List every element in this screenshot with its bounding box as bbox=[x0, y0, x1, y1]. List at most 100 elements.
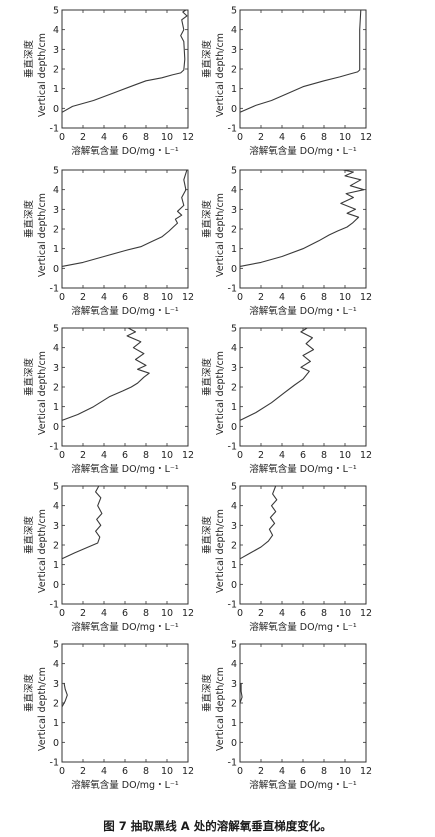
x-tick-label: 4 bbox=[101, 132, 107, 143]
x-tick-label: 2 bbox=[258, 292, 264, 303]
do-profile-line bbox=[239, 169, 365, 267]
y-axis-label-cn: 垂直深度 bbox=[23, 200, 35, 239]
plot-frame bbox=[239, 327, 367, 447]
y-axis-label-en: Vertical depth/cm bbox=[37, 509, 48, 593]
x-tick-label: 8 bbox=[143, 608, 149, 619]
y-tick-label: 1 bbox=[231, 560, 237, 571]
y-tick-label: -1 bbox=[228, 600, 237, 611]
x-tick-label: 6 bbox=[300, 132, 306, 143]
x-tick-label: 6 bbox=[122, 292, 128, 303]
y-tick-label: 3 bbox=[231, 205, 237, 216]
y-tick-label: 5 bbox=[53, 482, 59, 493]
x-tick-label: 10 bbox=[339, 292, 351, 303]
x-tick-label: 12 bbox=[182, 292, 194, 303]
figure-caption: 图 7 抽取黑线 A 处的溶解氧垂直梯度变化。 bbox=[103, 819, 332, 833]
y-axis-label-en: Vertical depth/cm bbox=[37, 33, 48, 117]
y-tick-label: -1 bbox=[228, 442, 237, 453]
y-tick-label: 4 bbox=[231, 343, 237, 354]
y-tick-label: 3 bbox=[53, 363, 59, 374]
x-tick-label: 8 bbox=[321, 132, 327, 143]
x-tick-label: 6 bbox=[300, 608, 306, 619]
x-tick-label: 0 bbox=[59, 450, 65, 461]
y-tick-label: 3 bbox=[231, 679, 237, 690]
x-tick-label: 10 bbox=[161, 608, 173, 619]
y-tick-label: -1 bbox=[50, 600, 59, 611]
y-tick-label: 1 bbox=[231, 244, 237, 255]
x-tick-label: 4 bbox=[279, 608, 285, 619]
x-tick-label: 4 bbox=[101, 450, 107, 461]
do-profile-line bbox=[61, 485, 103, 560]
y-tick-label: 5 bbox=[53, 166, 59, 177]
y-tick-label: 3 bbox=[231, 363, 237, 374]
x-axis-label: 溶解氧含量 DO/mg・L⁻¹ bbox=[71, 779, 179, 791]
x-tick-label: 10 bbox=[339, 132, 351, 143]
y-axis-label-cn: 垂直深度 bbox=[201, 40, 213, 79]
x-tick-label: 12 bbox=[360, 608, 372, 619]
x-tick-label: 8 bbox=[143, 292, 149, 303]
y-tick-label: 3 bbox=[231, 521, 237, 532]
x-tick-label: 4 bbox=[101, 766, 107, 777]
x-tick-label: 4 bbox=[279, 292, 285, 303]
y-tick-label: 3 bbox=[53, 521, 59, 532]
y-tick-label: 0 bbox=[53, 422, 59, 433]
y-tick-label: 5 bbox=[53, 6, 59, 17]
x-tick-label: 8 bbox=[321, 292, 327, 303]
y-axis-label-en: Vertical depth/cm bbox=[215, 351, 226, 435]
y-axis-label-en: Vertical depth/cm bbox=[215, 667, 226, 751]
y-tick-label: -1 bbox=[50, 442, 59, 453]
plot-frame bbox=[61, 169, 189, 289]
x-tick-label: 4 bbox=[101, 292, 107, 303]
y-tick-label: 5 bbox=[53, 640, 59, 651]
y-tick-label: 4 bbox=[53, 659, 59, 670]
x-tick-label: 6 bbox=[300, 450, 306, 461]
y-tick-label: 5 bbox=[231, 6, 237, 17]
y-axis-label-en: Vertical depth/cm bbox=[37, 193, 48, 277]
do-profile-line bbox=[61, 169, 188, 267]
y-tick-label: -1 bbox=[228, 758, 237, 769]
do-profile-line bbox=[239, 485, 278, 560]
y-tick-label: 5 bbox=[231, 324, 237, 335]
y-tick-label: 4 bbox=[231, 25, 237, 36]
x-tick-label: 2 bbox=[80, 292, 86, 303]
y-tick-label: 4 bbox=[53, 343, 59, 354]
y-tick-label: -1 bbox=[228, 284, 237, 295]
y-tick-label: 3 bbox=[53, 45, 59, 56]
y-axis-label-cn: 垂直深度 bbox=[201, 674, 213, 713]
x-tick-label: 0 bbox=[237, 608, 243, 619]
x-tick-label: 0 bbox=[59, 766, 65, 777]
x-tick-label: 4 bbox=[279, 450, 285, 461]
y-axis-label-en: Vertical depth/cm bbox=[215, 509, 226, 593]
y-tick-label: 1 bbox=[53, 718, 59, 729]
x-tick-label: 2 bbox=[80, 608, 86, 619]
y-tick-label: 2 bbox=[53, 699, 59, 710]
x-tick-label: 12 bbox=[182, 766, 194, 777]
x-tick-label: 8 bbox=[143, 450, 149, 461]
x-axis-label: 溶解氧含量 DO/mg・L⁻¹ bbox=[71, 145, 179, 157]
y-axis-label-en: Vertical depth/cm bbox=[215, 33, 226, 117]
x-axis-label: 溶解氧含量 DO/mg・L⁻¹ bbox=[71, 463, 179, 475]
y-tick-label: 1 bbox=[231, 718, 237, 729]
x-tick-label: 8 bbox=[321, 608, 327, 619]
x-tick-label: 12 bbox=[360, 766, 372, 777]
y-tick-label: 2 bbox=[53, 225, 59, 236]
y-tick-label: 4 bbox=[231, 659, 237, 670]
y-tick-label: -1 bbox=[50, 758, 59, 769]
x-tick-label: 0 bbox=[59, 608, 65, 619]
do-profile-line bbox=[239, 683, 243, 704]
y-axis-label-cn: 垂直深度 bbox=[23, 358, 35, 397]
x-tick-label: 10 bbox=[161, 766, 173, 777]
y-tick-label: 0 bbox=[53, 104, 59, 115]
plot-frame bbox=[61, 643, 189, 763]
y-tick-label: 0 bbox=[53, 264, 59, 275]
x-tick-label: 10 bbox=[161, 450, 173, 461]
x-axis-label: 溶解氧含量 DO/mg・L⁻¹ bbox=[71, 305, 179, 317]
y-tick-label: -1 bbox=[228, 124, 237, 135]
y-tick-label: 0 bbox=[231, 738, 237, 749]
x-axis-label: 溶解氧含量 DO/mg・L⁻¹ bbox=[71, 621, 179, 633]
y-tick-label: 4 bbox=[231, 185, 237, 196]
y-tick-label: 2 bbox=[231, 383, 237, 394]
